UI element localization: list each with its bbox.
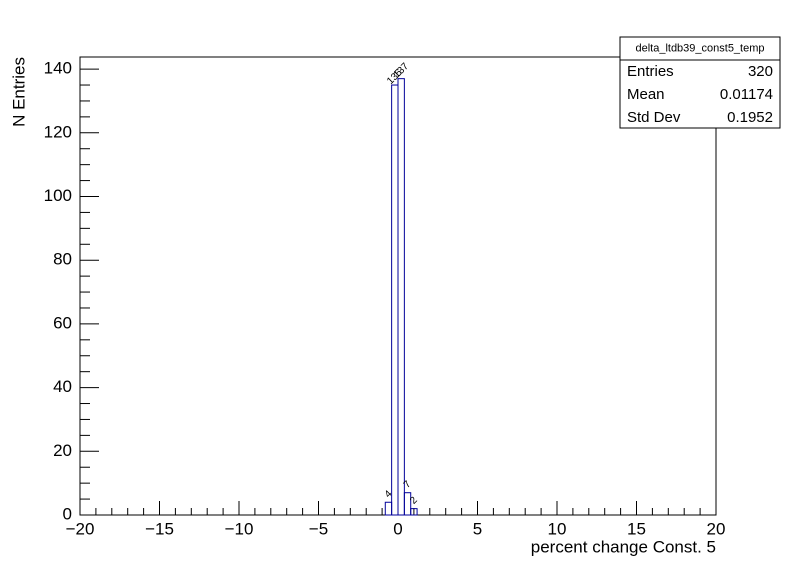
stats-row-label: Std Dev [627,109,681,126]
x-tick-label: 20 [707,519,726,538]
x-tick-label: −20 [66,519,95,538]
x-tick-label: −5 [309,519,328,538]
stats-row-value: 0.1952 [727,109,773,126]
y-tick-label: 100 [44,186,72,205]
stats-row-value: 0.01174 [720,86,773,103]
x-tick-label: 0 [393,519,402,538]
y-tick-label: 20 [53,441,72,460]
stats-row-label: Entries [627,63,674,80]
x-tick-label: −15 [145,519,174,538]
x-tick-label: 15 [627,519,646,538]
stats-title: delta_ltdb39_const5_temp [635,42,764,54]
y-tick-label: 120 [44,122,72,141]
y-axis-label: N Entries [9,57,28,127]
y-tick-label: 0 [63,504,72,523]
stats-box: delta_ltdb39_const5_temp [619,36,781,129]
y-tick-label: 140 [44,59,72,78]
x-tick-label: −10 [225,519,254,538]
y-tick-label: 40 [53,377,72,396]
x-tick-label: 5 [473,519,482,538]
y-tick-label: 80 [53,250,72,269]
histogram-bar [410,508,418,516]
stats-row-label: Mean [627,86,665,103]
y-tick-label: 60 [53,313,72,332]
x-tick-label: 10 [548,519,567,538]
x-axis-label: percent change Const. 5 [531,537,716,556]
histogram-bar [403,492,412,516]
histogram-bar [397,78,405,516]
stats-row-value: 320 [748,63,773,80]
stats-frame [619,36,781,129]
